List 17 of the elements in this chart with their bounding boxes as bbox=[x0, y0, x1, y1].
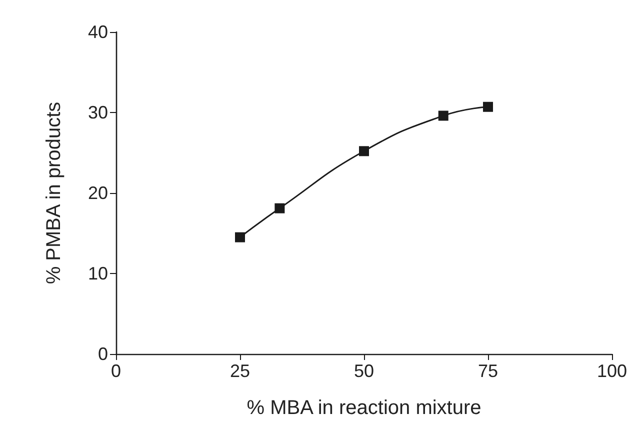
x-tick-label: 100 bbox=[596, 361, 628, 381]
y-tick-label: 10 bbox=[88, 264, 108, 284]
x-tick-label: 0 bbox=[110, 361, 122, 381]
y-tick-label: 30 bbox=[88, 102, 108, 122]
x-axis-title: % MBA in reaction mixture bbox=[246, 397, 482, 419]
y-tick-label: 0 bbox=[98, 344, 108, 364]
x-tick-label: 50 bbox=[354, 361, 374, 381]
x-tick-label: 25 bbox=[230, 361, 250, 381]
y-axis-title: % PMBA in products bbox=[43, 102, 65, 284]
point bbox=[359, 146, 369, 156]
point bbox=[438, 110, 448, 121]
y-tick-label: 20 bbox=[88, 183, 108, 203]
point bbox=[483, 102, 493, 112]
y-tick-label: 40 bbox=[88, 22, 108, 42]
x-tick-label: 75 bbox=[478, 361, 498, 381]
point bbox=[274, 203, 285, 214]
point bbox=[235, 232, 245, 242]
